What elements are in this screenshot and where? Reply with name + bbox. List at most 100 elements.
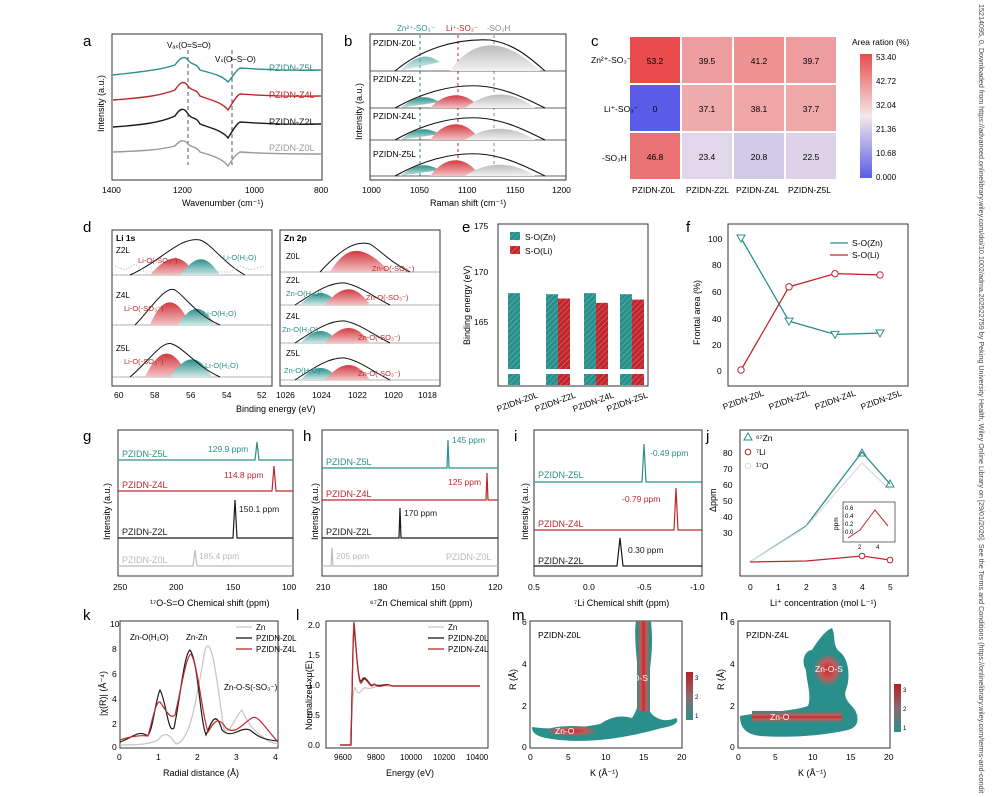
zn-row-label-z0l: Z0L [286,252,300,261]
panel-k-ytick-2: 2 [112,719,117,729]
panel-f-ylabel: Frontal area (%) [692,280,702,345]
panel-j-inset-ytick-3: 0.2 [845,522,854,528]
panel-j-inset-ytick-2: 0.4 [845,514,854,520]
panel-i-line-z4l [534,487,702,531]
panel-n-ytick-4: 4 [730,659,735,669]
panel-j-ytick-30: 30 [723,528,733,538]
heatmap-cell-value: 53.2 [647,56,664,66]
panel-m-spot-zno [546,726,598,736]
panel-b-spectrum-z0l: PZIDN-Z0L [370,38,566,72]
zn-label-so3-z0l: Zn-O(-SO₃⁻) [372,264,415,273]
panel-l-ytick-3: 1.0 [308,680,320,690]
panel-c-heatmap: c 53.2 39.5 41.2 39.7 0 37.1 38.1 37.7 46.8 23.4 2… [591,33,909,195]
panel-f-legend-li: S-O(Li) [852,250,880,260]
panel-n-label-zno: Zn-O [770,712,790,722]
panel-j-inset-ytick-1: 0.6 [845,506,854,512]
panel-e-xtick-1: PZIDN-Z0L [495,390,539,414]
panel-f-ytick-40: 40 [712,314,722,324]
panel-i-xlabel: ⁷Li Chemical shift (ppm) [574,598,669,608]
panel-h-tick-1: 210 [316,582,330,592]
panel-b-tick-1: 1000 [362,185,381,195]
panel-n-cbar-1: 1 [903,726,907,732]
panel-l-curve-z4l [340,621,480,746]
line-so-li [740,272,881,371]
panel-a-annotation-1: Vₐₛ(O=S=O) [167,41,211,50]
colorbar-tick-6: 0.000 [876,173,897,182]
panel-n-spot-zno [752,711,842,723]
panel-g-tick-3: 150 [226,582,240,592]
heatmap-cell [682,85,732,131]
panel-g-peak-z0l: 185.4 ppm [199,551,239,561]
panel-j-series-o17 [749,462,891,563]
panel-m-cbar-1: 1 [695,714,699,720]
panel-b-tick-4: 1150 [506,185,525,195]
zn-spectrum-z0l: Z0L Zn-O(-SO₃⁻) [280,242,440,273]
panel-l-xtick-4: 10200 [433,753,456,762]
axis-break [499,369,647,374]
panel-n-spot-znos [814,654,842,686]
marker-so-zn [875,329,885,339]
zn-row-label-z2l: Z2L [286,276,300,285]
panel-g-label-z2l: PZIDN-Z2L [122,527,168,537]
panel-n-xtick-15: 15 [846,752,856,762]
li-tick-5: 52 [257,390,267,400]
panel-i-li7-nmr: i Intensity (a.u.) 0.5 0.0 -0.5 -1.0 ⁷Li… [514,428,705,608]
heatmap-col-label-1: PZIDN-Z0L [632,185,675,195]
panel-h-tick-2: 180 [373,582,387,592]
panel-m-xtick-0: 0 [528,752,533,762]
panel-k-ann-znos: Zn-O-S(-SO₃⁻) [224,683,278,692]
panel-l-ytick-4: 0.5 [308,710,320,720]
panel-j-ytick-50: 50 [723,496,733,506]
panel-k-curve-z4l [119,653,279,743]
panel-i-label-z5l: PZIDN-Z5L [538,470,584,480]
panel-d-title-zn: Zn 2p [284,233,307,243]
marker-so-zn [736,234,746,244]
heatmap-cell [734,37,784,83]
panel-l-xlabel: Energy (eV) [386,768,434,778]
panel-g-peak-z4l: 114.8 ppm [224,470,264,480]
panel-k-ytick-4: 4 [112,694,117,704]
panel-e-ylabel: Binding energy (eV) [462,265,472,345]
panel-j-inset-ytick-4: 0.0 [845,530,854,536]
panel-b-label-z2l: PZIDN-Z2L [373,74,416,84]
panel-k-ann-zno: Zn-O(H₂O) [130,633,169,642]
panel-i-tick-2: 0.0 [583,582,595,592]
panel-f-ytick-60: 60 [712,287,722,297]
panel-i-ylabel: Intensity (a.u.) [520,483,530,540]
panel-g-peak-z2l: 150.1 ppm [239,504,279,514]
panel-h-line-z0l [322,547,498,567]
heatmap-row-label-2: Li⁺-SO₃⁻ [604,104,638,114]
panel-h-tick-3: 150 [431,582,445,592]
panel-k-ann-znzn: Zn-Zn [186,633,207,642]
legend-swatch-so-li [510,246,520,254]
li-tick-3: 56 [186,390,196,400]
heatmap-cell-value: 46.8 [647,152,664,162]
heatmap-cell [734,85,784,131]
panel-j-xtick-3: 3 [832,582,837,592]
panel-l-legend-zn: Zn [448,623,457,632]
panel-a-tick-1: 1400 [102,185,121,195]
panel-g-ylabel: Intensity (a.u.) [102,483,112,540]
bar-so-li [596,302,608,385]
panel-g-frame [117,429,294,577]
panel-h-xlabel: ⁶⁷Zn Chemical shift (ppm) [370,598,473,608]
panel-h-frame [321,429,499,577]
legend-label-so-zn: S-O(Zn) [525,232,556,242]
panel-j-xtick-4: 4 [860,582,865,592]
panel-b-peak-li: Li⁺-SO₃⁻ [446,24,478,33]
panel-j-xtick-0: 0 [748,582,753,592]
panel-j-delta-ppm: j Δppm 80 70 60 50 40 30 0 1 2 3 4 5 Li⁺… [705,428,909,608]
panel-a-tick-2: 1200 [173,185,192,195]
panel-letter-i: i [514,428,517,445]
panel-a-curve-z2l [112,108,322,140]
panel-letter-a: a [83,33,92,50]
panel-m-label-znos: Zn-O-S [620,673,648,683]
heatmap-cell [786,85,836,131]
panel-l-xanes: l Normalized xμ(E) 2.0 1.5 1.0 0.5 0.0 9… [296,607,489,778]
li-tick-2: 58 [150,390,160,400]
panel-m-cbar-3: 3 [695,676,699,682]
panel-j-xlabel: Li⁺ concentration (mol L⁻¹) [770,598,877,608]
panel-l-xtick-2: 9800 [367,753,385,762]
panel-g-peak-z5l: 129.9 ppm [208,444,248,454]
